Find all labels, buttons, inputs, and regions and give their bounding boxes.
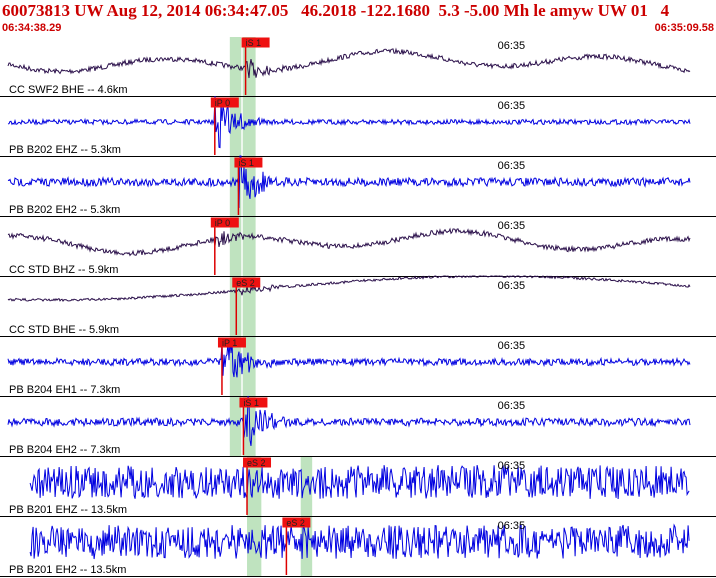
channel-label: PB B204 EH1 -- 7.3km	[9, 384, 120, 396]
channel-panel[interactable]: 06:35 iP 1 PB B204 EH1 -- 7.3km	[0, 337, 716, 397]
channel-label: PB B201 EHZ -- 13.5km	[9, 504, 127, 516]
channel-panel[interactable]: 06:35 iP 0 CC STD BHZ -- 5.9km	[0, 217, 716, 277]
pick-label: eS 2	[247, 458, 266, 468]
minute-mark: 06:35	[498, 160, 526, 172]
channel-label: PB B202 EH2 -- 5.3km	[9, 204, 120, 216]
pick-label: iS 1	[246, 38, 262, 48]
channel-label: CC STD BHZ -- 5.9km	[9, 264, 118, 276]
waveform-trace	[7, 339, 691, 378]
waveform-trace	[7, 95, 691, 149]
channel-label: PB B201 EH2 -- 13.5km	[9, 564, 126, 576]
pick-window	[229, 397, 242, 456]
pick-flag[interactable]	[210, 97, 239, 108]
waveform-trace	[7, 155, 691, 209]
channel-panel[interactable]: 06:35 eS 2 PB B201 EHZ -- 13.5km	[0, 457, 716, 517]
start-time: 06:34:38.29	[2, 22, 62, 34]
pick-flag[interactable]	[232, 277, 261, 288]
pick-flag[interactable]	[217, 337, 246, 348]
pick-label: iS 1	[243, 398, 259, 408]
pick-flag[interactable]	[282, 517, 311, 528]
channel-panel[interactable]: 06:35 iS 1 CC SWF2 BHE -- 4.6km	[0, 37, 716, 97]
minute-mark: 06:35	[498, 400, 526, 412]
waveform-trace	[29, 523, 690, 560]
pick-flag[interactable]	[241, 37, 270, 48]
pick-flag[interactable]	[239, 397, 268, 408]
pick-window	[247, 517, 262, 576]
minute-mark: 06:35	[498, 520, 526, 532]
channel-label: PB B204 EH2 -- 7.3km	[9, 444, 120, 456]
minute-mark: 06:35	[498, 220, 526, 232]
waveform-trace	[7, 227, 691, 257]
channel-panel[interactable]: 06:35 eS 2 CC STD BHE -- 5.9km	[0, 275, 716, 337]
pick-label: iP 0	[215, 98, 230, 108]
pick-window	[229, 217, 242, 276]
pick-window	[300, 457, 313, 516]
channel-label: PB B202 EHZ -- 5.3km	[9, 144, 121, 156]
event-title: 60073813 UW Aug 12, 2014 06:34:47.05 46.…	[2, 1, 670, 20]
waveform-trace	[29, 465, 690, 500]
pick-flag[interactable]	[234, 157, 263, 168]
pick-window	[247, 457, 262, 516]
pick-window	[242, 97, 256, 156]
waveform-trace	[7, 395, 691, 446]
minute-mark: 06:35	[498, 100, 526, 112]
pick-label: eS 2	[286, 518, 305, 528]
channel-panel[interactable]: 06:35 eS 2 PB B201 EH2 -- 13.5km	[0, 517, 716, 577]
pick-flag[interactable]	[243, 457, 272, 468]
minute-mark: 06:35	[498, 280, 526, 292]
pick-label: iP 1	[222, 338, 237, 348]
channel-label: CC STD BHE -- 5.9km	[9, 324, 119, 336]
channel-label: CC SWF2 BHE -- 4.6km	[9, 84, 128, 96]
minute-mark: 06:35	[498, 340, 526, 352]
pick-label: iP 0	[215, 218, 230, 228]
pick-label: eS 2	[236, 278, 255, 288]
channel-panel[interactable]: 06:35 iS 1 PB B202 EH2 -- 5.3km	[0, 155, 716, 217]
minute-mark: 06:35	[498, 40, 526, 52]
pick-flag[interactable]	[210, 217, 239, 228]
end-time: 06:35:09.58	[654, 22, 714, 34]
waveform-trace	[7, 47, 691, 79]
pick-window	[229, 157, 242, 216]
pick-label: iS 1	[238, 158, 254, 168]
seismogram-panel[interactable]: 06:35 iS 1 CC SWF2 BHE -- 4.6km 06:35 iP 0 PB…	[0, 37, 716, 578]
pick-window	[242, 217, 256, 276]
channel-panel[interactable]: 06:35 iS 1 PB B204 EH2 -- 7.3km	[0, 395, 716, 457]
channel-panel[interactable]: 06:35 iP 0 PB B202 EHZ -- 5.3km	[0, 95, 716, 157]
minute-mark: 06:35	[498, 460, 526, 472]
waveform-trace	[7, 275, 691, 303]
event-header: 60073813 UW Aug 12, 2014 06:34:47.05 46.…	[0, 0, 716, 37]
